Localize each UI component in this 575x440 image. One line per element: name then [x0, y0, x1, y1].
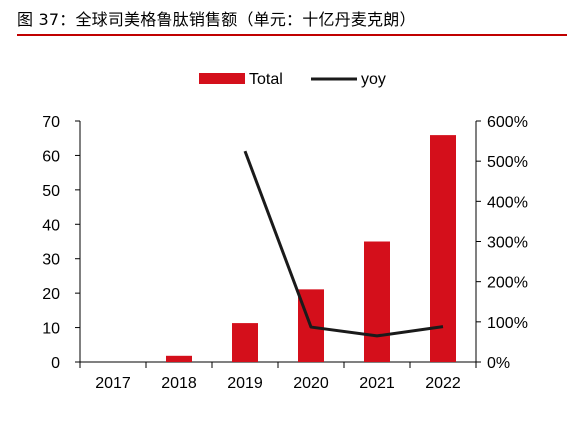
axes: 0 10 20 30 40 50 60 70 0% 100% 200% 300% 400% 500% 600… [42, 114, 528, 392]
title-divider [17, 34, 567, 36]
bar-total-2019 [232, 323, 258, 362]
right-axis-tick-label: 300% [487, 235, 528, 252]
right-axis-tick-label: 500% [487, 154, 528, 171]
legend-label-total: Total [249, 71, 283, 88]
line-yoy [243, 150, 444, 338]
bar-series [166, 135, 456, 362]
left-axis-tick-label: 50 [42, 183, 60, 200]
x-axis-tick-label: 2018 [161, 375, 197, 392]
left-axis-tick-label: 40 [42, 217, 60, 234]
line-series [243, 150, 444, 338]
x-axis-tick-label: 2020 [293, 375, 329, 392]
left-axis-tick-label: 30 [42, 252, 60, 269]
left-axis-tick-label: 20 [42, 286, 60, 303]
x-axis-tick-label: 2017 [95, 375, 131, 392]
bar-total-2022 [430, 135, 456, 362]
figure-title: 图 37：全球司美格鲁肽销售额（单元：十亿丹麦克朗） [17, 10, 416, 29]
right-axis-tick-label: 600% [487, 114, 528, 131]
right-axis-tick-label: 200% [487, 275, 528, 292]
x-axis-tick-label: 2019 [227, 375, 263, 392]
left-axis-tick-label: 0 [51, 355, 60, 372]
right-axis-tick-label: 0% [487, 355, 510, 372]
left-axis-tick-label: 10 [42, 321, 60, 338]
legend-label-yoy: yoy [361, 71, 386, 88]
bar-total-2021 [364, 241, 390, 362]
legend-swatch-total [199, 73, 245, 84]
right-axis-tick-label: 400% [487, 194, 528, 211]
left-axis-tick-label: 70 [42, 114, 60, 131]
bar-total-2018 [166, 355, 192, 362]
left-axis-tick-label: 60 [42, 148, 60, 165]
x-axis-tick-label: 2022 [425, 375, 461, 392]
legend: Total yoy [199, 71, 386, 88]
x-axis-tick-label: 2021 [359, 375, 395, 392]
right-axis-tick-label: 100% [487, 315, 528, 332]
